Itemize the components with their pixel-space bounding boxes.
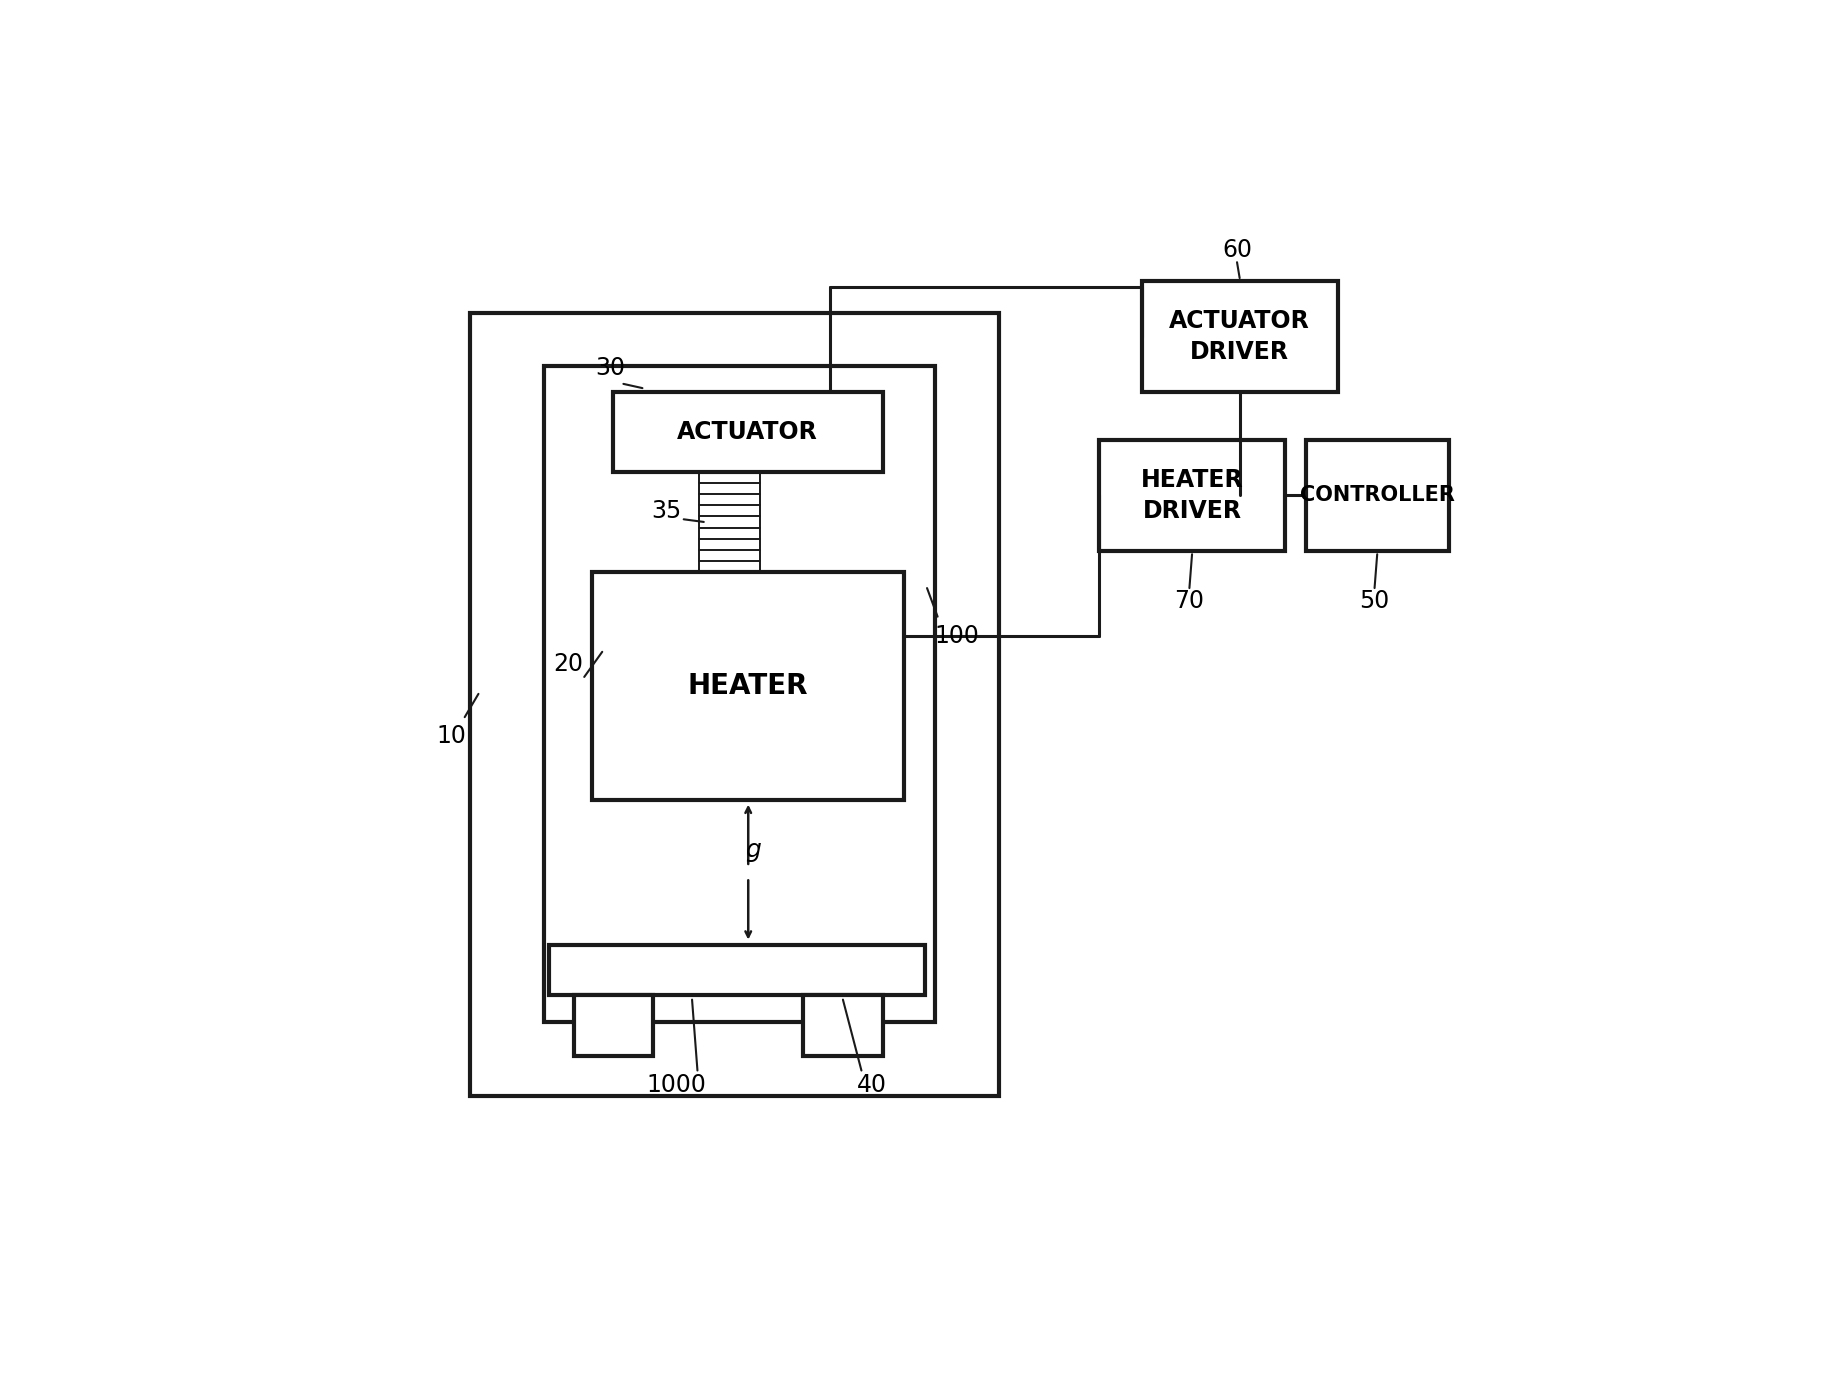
Bar: [803, 995, 882, 1055]
Bar: [1143, 282, 1338, 393]
Text: 100: 100: [934, 624, 978, 647]
Bar: [1305, 440, 1449, 551]
Text: g: g: [746, 838, 761, 863]
Text: ACTUATOR: ACTUATOR: [677, 420, 818, 444]
Text: 30: 30: [596, 356, 626, 381]
Bar: [1100, 440, 1285, 551]
Bar: [593, 572, 905, 800]
Text: 35: 35: [652, 499, 681, 523]
Text: HEATER
DRIVER: HEATER DRIVER: [1141, 469, 1244, 523]
Text: 70: 70: [1174, 589, 1204, 613]
Text: HEATER: HEATER: [687, 672, 809, 699]
Text: 20: 20: [554, 653, 583, 676]
Bar: [613, 393, 882, 471]
Text: 10: 10: [436, 724, 465, 749]
Bar: [574, 995, 653, 1055]
Text: 50: 50: [1359, 589, 1390, 613]
Text: 1000: 1000: [646, 1073, 707, 1098]
Bar: [471, 313, 999, 1096]
Bar: [545, 365, 936, 1022]
Text: 40: 40: [857, 1073, 888, 1098]
Text: ACTUATOR
DRIVER: ACTUATOR DRIVER: [1169, 309, 1311, 364]
Text: CONTROLLER: CONTROLLER: [1300, 485, 1455, 506]
Bar: [550, 944, 925, 995]
Text: 60: 60: [1222, 238, 1252, 261]
